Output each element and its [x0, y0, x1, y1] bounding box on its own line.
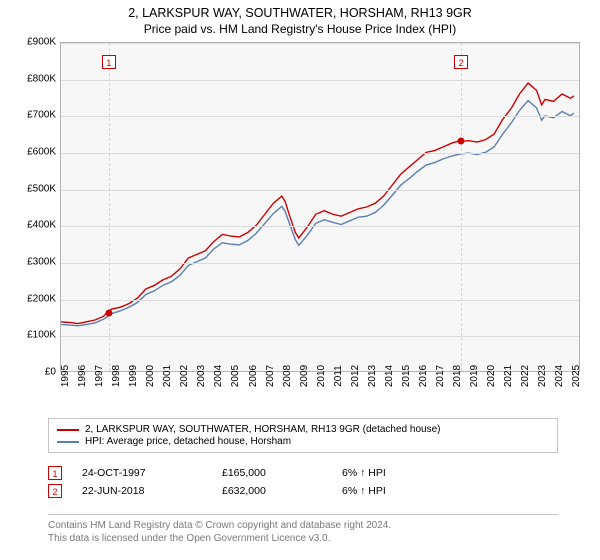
chart-container: 2, LARKSPUR WAY, SOUTHWATER, HORSHAM, RH…	[0, 0, 600, 560]
legend-label: 2, LARKSPUR WAY, SOUTHWATER, HORSHAM, RH…	[85, 424, 440, 435]
y-axis-label: £300K	[10, 257, 56, 268]
plot-area: 12	[60, 42, 580, 372]
x-axis-label: 2019	[469, 365, 480, 387]
x-axis-label: 2025	[571, 365, 582, 387]
sale-row-badge: 2	[48, 484, 62, 498]
y-axis-label: £100K	[10, 330, 56, 341]
sale-marker-line	[109, 43, 110, 371]
x-axis-label: 2021	[503, 365, 514, 387]
x-axis-label: 1998	[111, 365, 122, 387]
sale-price: £632,000	[222, 485, 322, 497]
gridline	[61, 80, 579, 81]
y-axis-label: £900K	[10, 37, 56, 48]
chart-subtitle: Price paid vs. HM Land Registry's House …	[0, 22, 600, 36]
footer-line-1: Contains HM Land Registry data © Crown c…	[48, 519, 558, 532]
legend-label: HPI: Average price, detached house, Hors…	[85, 436, 291, 447]
title-block: 2, LARKSPUR WAY, SOUTHWATER, HORSHAM, RH…	[0, 0, 600, 38]
sale-row-badge: 1	[48, 466, 62, 480]
sale-pct: 6% ↑ HPI	[342, 485, 442, 497]
chart-area: 12 £0£100K£200K£300K£400K£500K£600K£700K…	[10, 42, 590, 412]
y-axis-label: £500K	[10, 183, 56, 194]
gridline	[61, 300, 579, 301]
x-axis-label: 2005	[230, 365, 241, 387]
x-axis-label: 1999	[128, 365, 139, 387]
series-line-property	[61, 83, 574, 324]
x-axis-label: 1995	[60, 365, 71, 387]
sale-date: 22-JUN-2018	[82, 485, 202, 497]
y-axis-label: £0	[10, 367, 56, 378]
x-axis-label: 2010	[316, 365, 327, 387]
x-axis-label: 2022	[520, 365, 531, 387]
y-axis-label: £600K	[10, 147, 56, 158]
legend-swatch	[57, 441, 79, 443]
gridline	[61, 336, 579, 337]
gridline	[61, 190, 579, 191]
sale-date: 24-OCT-1997	[82, 467, 202, 479]
x-axis-label: 2007	[265, 365, 276, 387]
legend-item: HPI: Average price, detached house, Hors…	[57, 436, 549, 447]
x-axis-label: 2013	[367, 365, 378, 387]
sale-point-marker	[105, 309, 112, 316]
gridline	[61, 226, 579, 227]
line-series-svg	[61, 43, 579, 371]
gridline	[61, 116, 579, 117]
sale-row: 1 24-OCT-1997 £165,000 6% ↑ HPI	[48, 466, 558, 480]
legend: 2, LARKSPUR WAY, SOUTHWATER, HORSHAM, RH…	[48, 418, 558, 453]
x-axis-label: 2023	[537, 365, 548, 387]
x-axis-label: 2012	[350, 365, 361, 387]
x-axis-label: 2011	[333, 365, 344, 387]
y-axis-label: £700K	[10, 110, 56, 121]
x-axis-label: 2009	[299, 365, 310, 387]
x-axis-label: 2017	[435, 365, 446, 387]
x-axis-label: 2000	[145, 365, 156, 387]
sales-table: 1 24-OCT-1997 £165,000 6% ↑ HPI 2 22-JUN-2018…	[48, 462, 558, 502]
sale-point-marker	[458, 138, 465, 145]
sale-pct: 6% ↑ HPI	[342, 467, 442, 479]
legend-swatch	[57, 429, 79, 431]
y-axis-label: £800K	[10, 73, 56, 84]
sale-price: £165,000	[222, 467, 322, 479]
x-axis-label: 2006	[248, 365, 259, 387]
x-axis-label: 2003	[196, 365, 207, 387]
sale-row: 2 22-JUN-2018 £632,000 6% ↑ HPI	[48, 484, 558, 498]
x-axis-label: 1997	[94, 365, 105, 387]
legend-item: 2, LARKSPUR WAY, SOUTHWATER, HORSHAM, RH…	[57, 424, 549, 435]
gridline	[61, 263, 579, 264]
x-axis-label: 2004	[213, 365, 224, 387]
x-axis-label: 2001	[162, 365, 173, 387]
x-axis-label: 2015	[401, 365, 412, 387]
x-axis-label: 1996	[77, 365, 88, 387]
x-axis-label: 2018	[452, 365, 463, 387]
x-axis-label: 2008	[282, 365, 293, 387]
sale-badge: 1	[102, 55, 116, 69]
sale-marker-line	[461, 43, 462, 371]
footer-attribution: Contains HM Land Registry data © Crown c…	[48, 514, 558, 545]
x-axis-label: 2014	[384, 365, 395, 387]
footer-line-2: This data is licensed under the Open Gov…	[48, 532, 558, 545]
gridline	[61, 43, 579, 44]
sale-badge: 2	[454, 55, 468, 69]
x-axis-label: 2002	[179, 365, 190, 387]
y-axis-label: £400K	[10, 220, 56, 231]
x-axis-label: 2024	[554, 365, 565, 387]
gridline	[61, 153, 579, 154]
y-axis-label: £200K	[10, 293, 56, 304]
x-axis-label: 2020	[486, 365, 497, 387]
chart-title: 2, LARKSPUR WAY, SOUTHWATER, HORSHAM, RH…	[0, 6, 600, 20]
x-axis-label: 2016	[418, 365, 429, 387]
